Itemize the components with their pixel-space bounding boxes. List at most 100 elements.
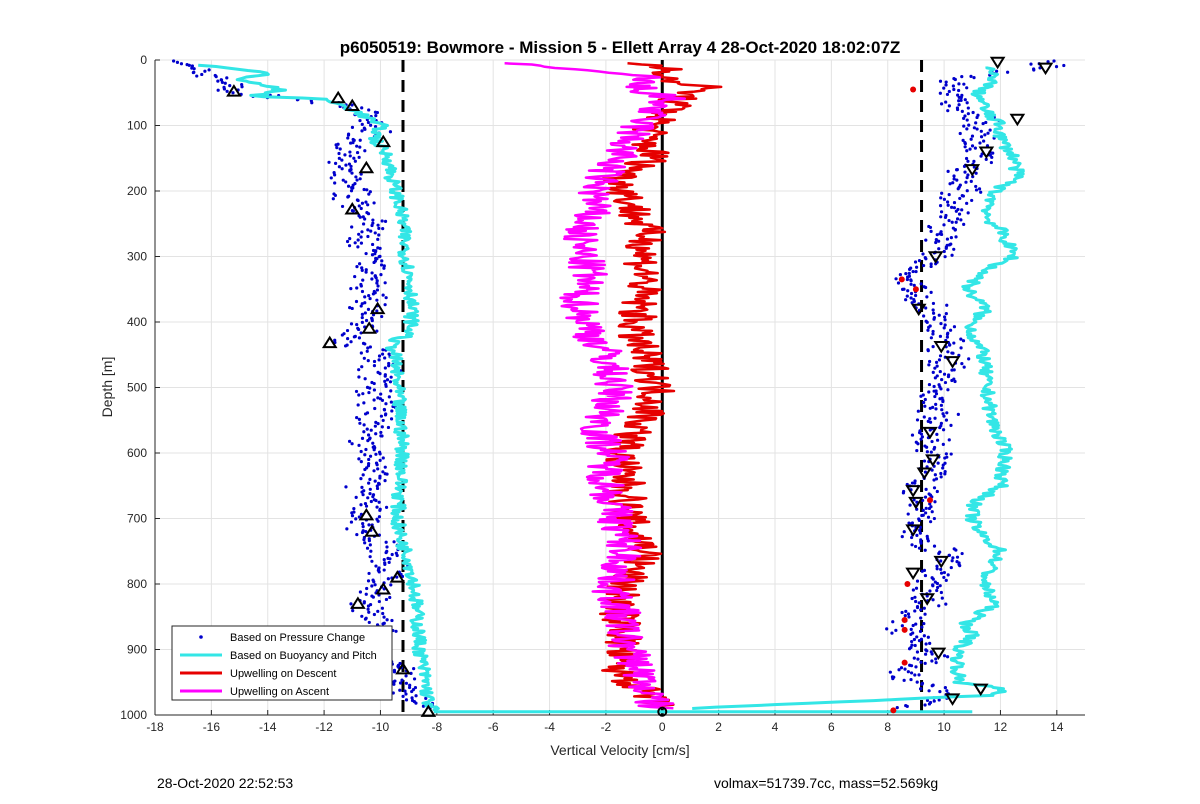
pressure-dot [333,161,338,165]
pressure-dot [953,379,957,384]
pressure-dot [941,442,945,446]
pressure-dot [375,257,379,261]
pressure-dot [923,573,928,578]
ascent-triangle-marker [944,356,961,369]
pressure-dot [900,535,904,539]
pressure-dot [909,664,914,668]
pressure-dot [357,232,361,236]
pressure-dot [421,704,426,708]
pressure-dot [363,342,367,346]
pressure-dot [919,394,923,398]
pressure-dot [367,620,371,625]
pressure-dot [362,538,366,542]
pressure-dot [975,115,979,120]
pressure-dot [366,120,371,125]
pressure-dot [918,629,923,633]
pressure-dot [923,548,927,552]
pressure-dot [944,246,948,250]
pressure-dot [965,101,969,105]
pressure-dot [897,668,901,672]
pressure-dot [358,145,362,149]
pressure-dot [378,458,382,462]
pressure-dot [924,285,928,290]
pressure-dot [974,188,979,192]
pressure-dot [966,112,970,116]
pressure-dot [939,232,944,237]
pressure-dot [372,398,376,402]
pressure-dot [1062,63,1066,68]
pressure-dot [920,682,924,686]
pressure-dot [372,260,376,265]
pressure-dot [951,84,955,88]
pressure-dot [902,678,906,682]
pressure-dot [362,430,366,434]
pressure-dot [891,620,895,624]
pressure-dot [361,392,365,396]
pressure-dot [368,296,372,301]
pressure-dot [363,412,368,416]
pressure-dot [370,318,374,323]
pressure-dot [942,223,946,227]
pressure-dot [990,155,994,159]
pressure-dot [945,237,950,241]
pressure-dot [932,486,937,490]
pressure-dot [372,388,377,392]
pressure-dot [909,291,914,296]
pressure-dot [343,153,347,157]
pressure-dot [943,255,947,259]
pressure-dot [954,235,958,239]
ascent-triangle-marker [927,251,944,264]
pressure-dot [357,204,361,208]
pressure-dot [929,290,933,294]
pressure-dot [386,577,390,581]
pressure-dot [924,506,928,510]
ascent-triangle-marker [910,303,927,317]
pressure-dot [340,158,344,162]
pressure-dot [994,69,999,73]
pressure-dot [357,443,361,447]
pressure-dot [414,701,418,705]
pressure-dot [372,448,376,452]
pressure-dot [924,511,928,515]
pressure-dot [377,515,382,519]
pressure-dot [384,402,388,406]
pressure-dot [345,239,350,244]
pressure-dot [1052,59,1056,63]
pressure-dot [373,479,377,483]
footer-mass-info: volmax=51739.7cc, mass=52.569kg [714,775,939,791]
pressure-dot [967,123,971,127]
pressure-dot [225,76,229,80]
pressure-dot [952,177,956,181]
pressure-dot [913,673,917,677]
pressure-dot [948,343,952,347]
pressure-dot [363,311,367,315]
pressure-dot [970,144,975,148]
pressure-dot [368,190,372,194]
pressure-dot [918,528,922,532]
pressure-dot [380,259,384,263]
pressure-dot [939,559,943,563]
pressure-dot [361,473,365,477]
pressure-dot [964,180,968,184]
pressure-dot [931,308,935,312]
pressure-dot [403,689,407,693]
y-axis-label: Depth [m] [99,357,115,418]
pressure-dot [950,220,954,224]
pressure-dot [913,609,917,613]
pressure-dot [360,106,364,110]
pressure-dot [953,77,957,82]
pressure-dot [368,345,372,349]
pressure-dot [334,143,338,147]
pressure-dot [395,575,399,579]
pressure-dot [939,403,944,407]
pressure-dot [378,372,382,376]
pressure-dot [358,118,362,123]
pressure-dot [953,228,957,232]
pressure-dot [958,564,962,568]
pressure-dot [355,532,359,537]
pressure-dot [335,146,339,150]
y-tick-label: 500 [127,381,147,395]
pressure-dot [373,583,377,587]
pressure-dot [383,374,387,378]
pressure-dot [369,428,373,432]
